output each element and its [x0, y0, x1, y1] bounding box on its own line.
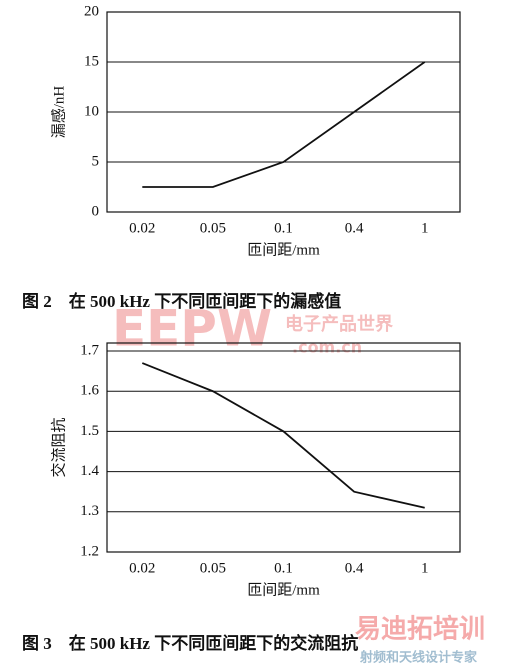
y-axis-label: 漏感/nH	[50, 86, 67, 139]
x-tick-label: 0.02	[129, 560, 155, 576]
x-tick-label: 0.02	[129, 220, 155, 236]
x-tick-label: 0.05	[200, 560, 226, 576]
watermark: 易迪拓培训	[355, 615, 485, 645]
watermark: 射频和天线设计专家	[359, 650, 478, 666]
x-axis-label: 匝间距/mm	[247, 581, 320, 598]
caption: 图 2 在 500 kHz 下不同匝间距下的漏感值	[22, 291, 341, 311]
y-tick-label: 0	[92, 203, 100, 219]
data-line	[142, 61, 426, 188]
plot-frame	[106, 342, 461, 553]
x-tick-label: 0.4	[345, 220, 364, 236]
x-axis-label: 匝间距/mm	[247, 241, 320, 258]
x-tick-label: 0.4	[345, 560, 364, 576]
y-tick-label: 1.7	[80, 342, 99, 358]
y-tick-label: 10	[84, 103, 99, 119]
x-tick-label: 0.1	[274, 560, 293, 576]
watermark: 电子产品世界	[285, 313, 393, 335]
x-tick-label: 1	[421, 560, 429, 576]
y-axis-label: 交流阻抗	[49, 417, 67, 477]
watermark: EEPW	[112, 300, 272, 358]
x-tick-label: 1	[421, 220, 429, 236]
y-tick-label: 1.2	[80, 543, 99, 559]
y-tick-label: 1.6	[80, 383, 99, 399]
x-tick-label: 0.1	[274, 220, 293, 236]
y-tick-label: 20	[84, 3, 99, 19]
data-line	[141, 362, 425, 509]
y-tick-label: 5	[92, 153, 100, 169]
watermark: .com.cn	[292, 338, 362, 357]
y-tick-label: 15	[84, 53, 99, 69]
y-tick-label: 1.5	[80, 423, 99, 439]
x-tick-label: 0.05	[200, 220, 226, 236]
y-tick-label: 1.3	[80, 503, 99, 519]
y-tick-label: 1.4	[80, 463, 99, 479]
caption: 图 3 在 500 kHz 下不同匝间距下的交流阻抗	[22, 633, 358, 653]
